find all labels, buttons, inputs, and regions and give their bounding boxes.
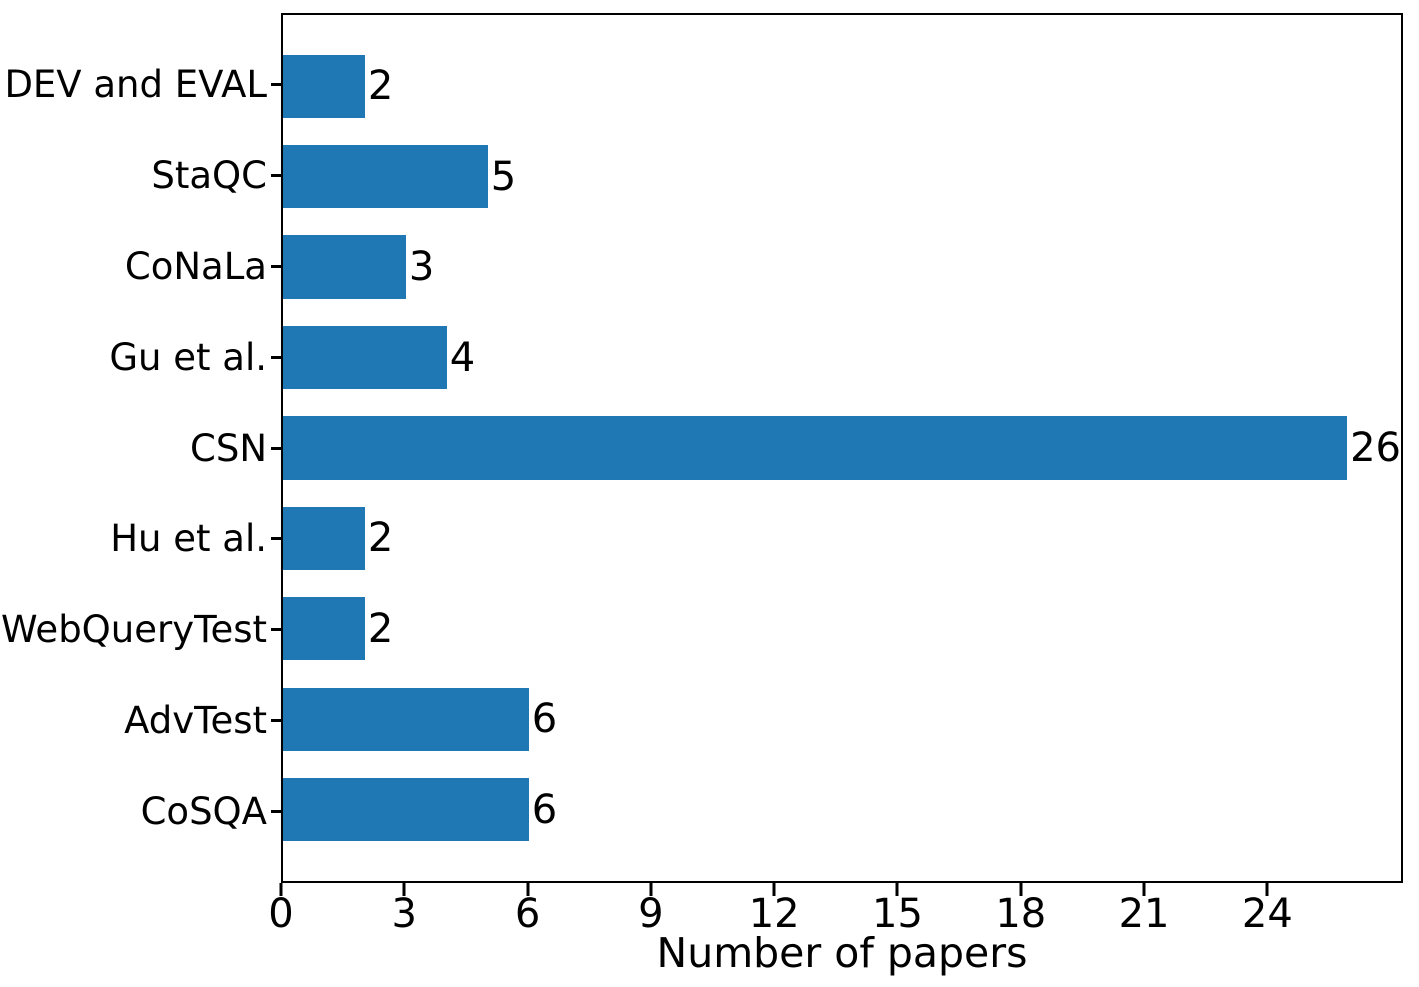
y-tick-mark: [271, 355, 281, 359]
x-tick-mark: [772, 883, 776, 896]
y-tick-mark: [271, 446, 281, 450]
x-axis-tick-labels: 0 3 6 9 12 15 18 21 24: [268, 891, 1403, 938]
y-label-row: AdvTest: [0, 675, 281, 766]
x-axis-ticks: [279, 883, 1403, 896]
x-axis-title: Number of papers: [656, 929, 1028, 977]
x-tick-label: 15: [872, 891, 923, 937]
y-tick-mark: [271, 537, 281, 541]
bar-value-label: 6: [531, 786, 558, 833]
y-label-row: CoSQA: [0, 766, 281, 857]
bar: [283, 687, 529, 751]
y-tick-label: WebQueryTest: [1, 608, 267, 652]
y-label-row: CSN: [0, 403, 281, 494]
y-tick-label: Hu et al.: [110, 517, 267, 561]
y-tick-mark: [271, 173, 281, 177]
y-tick-mark: [271, 628, 281, 632]
x-tick-mark: [402, 883, 406, 896]
bar-row: 5: [283, 131, 1401, 221]
bar-value-label: 2: [367, 515, 394, 562]
x-tick-label: 3: [391, 891, 418, 937]
x-tick-label: 9: [638, 891, 664, 937]
y-tick-mark: [271, 810, 281, 814]
y-tick-mark: [271, 82, 281, 86]
bar-value-label: 2: [367, 63, 394, 110]
y-label-row: DEV and EVAL: [0, 39, 281, 130]
y-label-row: CoNaLa: [0, 221, 281, 312]
bar-row: 4: [283, 312, 1401, 402]
x-tick-mark: [526, 883, 530, 896]
bar-value-label: 3: [408, 244, 435, 291]
bar-row: 26: [283, 403, 1401, 493]
x-tick-label: 18: [995, 891, 1047, 937]
bar-row: 2: [283, 584, 1401, 674]
bar: [283, 778, 529, 842]
bar-row: 6: [283, 765, 1401, 855]
y-tick-mark: [271, 264, 281, 268]
x-tick-label: 21: [1118, 891, 1170, 937]
bar: [283, 506, 365, 571]
bar-row: 6: [283, 674, 1401, 764]
y-tick-label: CoSQA: [140, 790, 267, 834]
x-tick-mark: [895, 883, 899, 896]
x-tick-mark: [279, 883, 283, 896]
bar: [283, 597, 365, 661]
y-tick-label: CSN: [190, 426, 267, 470]
bar-row: 2: [283, 493, 1401, 583]
x-tick-mark: [649, 883, 653, 896]
bar: [283, 416, 1348, 480]
bar-value-label: 2: [367, 605, 394, 652]
y-axis-labels: DEV and EVAL StaQC CoNaLa Gu et al. CSN Hu et…: [0, 13, 281, 883]
plot-area: 2 5 3 4 26 2 2 6 6: [281, 13, 1403, 883]
x-tick-label: 12: [748, 891, 800, 937]
x-tick-mark: [1265, 883, 1269, 896]
y-label-row: Hu et al.: [0, 493, 281, 584]
bar: [283, 325, 447, 390]
bar: [283, 54, 365, 118]
x-tick-label: 6: [514, 891, 541, 937]
y-label-row: Gu et al.: [0, 312, 281, 403]
bar-row: 3: [283, 222, 1401, 312]
bar-value-label: 6: [531, 696, 558, 743]
x-tick-label: 0: [268, 891, 294, 937]
x-tick-mark: [1019, 883, 1023, 896]
y-tick-mark: [271, 719, 281, 723]
y-tick-label: StaQC: [151, 153, 267, 197]
bars-container: 2 5 3 4 26 2 2 6 6: [283, 15, 1401, 881]
bar-row: 2: [283, 41, 1401, 131]
y-tick-label: DEV and EVAL: [4, 62, 267, 106]
y-label-row: StaQC: [0, 130, 281, 221]
bar-value-label: 5: [490, 153, 517, 200]
bar: [283, 145, 488, 209]
y-tick-label: CoNaLa: [124, 244, 267, 288]
bar: [283, 235, 406, 299]
y-tick-label: Gu et al.: [109, 335, 267, 379]
y-label-row: WebQueryTest: [0, 584, 281, 675]
x-tick-mark: [1142, 883, 1146, 896]
x-tick-label: 24: [1241, 891, 1293, 937]
y-tick-label: AdvTest: [124, 699, 267, 743]
bar-value-label: 4: [449, 334, 476, 381]
bar-value-label: 26: [1350, 424, 1401, 471]
